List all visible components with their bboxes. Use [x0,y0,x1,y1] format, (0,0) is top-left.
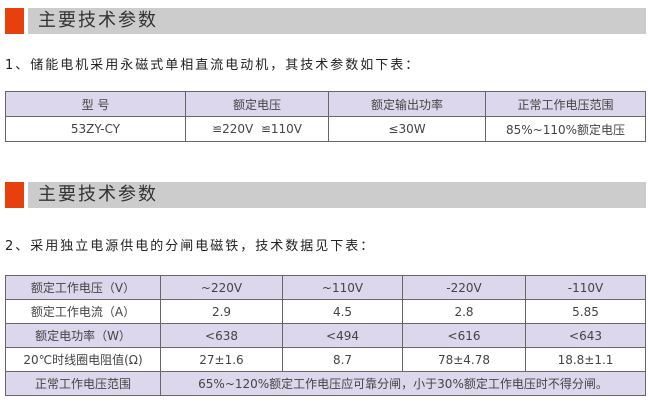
cell: 4.5 [282,299,403,324]
header-cell: 额定输出功率 [328,91,486,117]
table-row: 额定电功率（W） <638 <494 <616 <643 [5,323,646,348]
cell: 65%~120%额定工作电压应可靠分闸，小于30%额定工作电压时不得分闸。 [160,371,646,396]
section-header-1: 主要技术参数 [5,8,646,34]
section-intro: 1、储能电机采用永磁式单相直流电动机，其技术参数如下表： [5,58,421,73]
cell: ~220V [160,275,283,300]
cell: 2.8 [402,299,526,324]
cell: ~110V [282,275,403,300]
table-row: 正常工作电压范围 65%~120%额定工作电压应可靠分闸，小于30%额定工作电压… [5,371,646,396]
cell: 正常工作电压范围 [5,371,161,396]
cell: 额定电功率（W） [5,323,161,348]
cell: 53ZY-CY [5,116,186,142]
trip-coil-spec-table: 额定工作电压（V） ~220V ~110V -220V -110V 额定工作电流（A） 2.… [5,275,646,396]
section-marker [5,8,24,34]
cell: -110V [525,275,646,300]
cell: 8.7 [282,347,403,372]
cell: 78±4.78 [402,347,526,372]
motor-spec-table: 型 号 额定电压 额定输出功率 正常工作电压范围 53ZY-CY ≌220V ≌… [5,91,646,142]
cell: 额定工作电流（A） [5,299,161,324]
cell: 2.9 [160,299,283,324]
cell: 20℃时线圈电阻值(Ω) [5,347,161,372]
cell: <616 [402,323,526,348]
cell: -220V [402,275,526,300]
section-title: 主要技术参数 [28,182,646,208]
table-row: 额定工作电压（V） ~220V ~110V -220V -110V [5,275,646,300]
cell: <638 [160,323,283,348]
cell: 27±1.6 [160,347,283,372]
section-header-2: 主要技术参数 [5,182,646,208]
table-row: 额定工作电流（A） 2.9 4.5 2.8 5.85 [5,299,646,324]
table-row: 53ZY-CY ≌220V ≌110V ≤30W 85%~110%额定电压 [5,116,646,142]
table-row: 20℃时线圈电阻值(Ω) 27±1.6 8.7 78±4.78 18.8±1.1 [5,347,646,372]
cell: <643 [525,323,646,348]
cell: 85%~110%额定电压 [485,116,646,142]
cell: ≌220V ≌110V [185,116,329,142]
cell: 18.8±1.1 [525,347,646,372]
section-title: 主要技术参数 [28,8,646,34]
cell: 额定工作电压（V） [5,275,161,300]
header-cell: 正常工作电压范围 [485,91,646,117]
section-marker [5,182,24,208]
header-cell: 型 号 [5,91,186,117]
cell: 5.85 [525,299,646,324]
table-header-row: 型 号 额定电压 额定输出功率 正常工作电压范围 [5,91,646,117]
cell: ≤30W [328,116,486,142]
header-cell: 额定电压 [185,91,329,117]
section-intro: 2、采用独立电源供电的分闸电磁铁，技术数据见下表： [5,239,376,254]
cell: <494 [282,323,403,348]
